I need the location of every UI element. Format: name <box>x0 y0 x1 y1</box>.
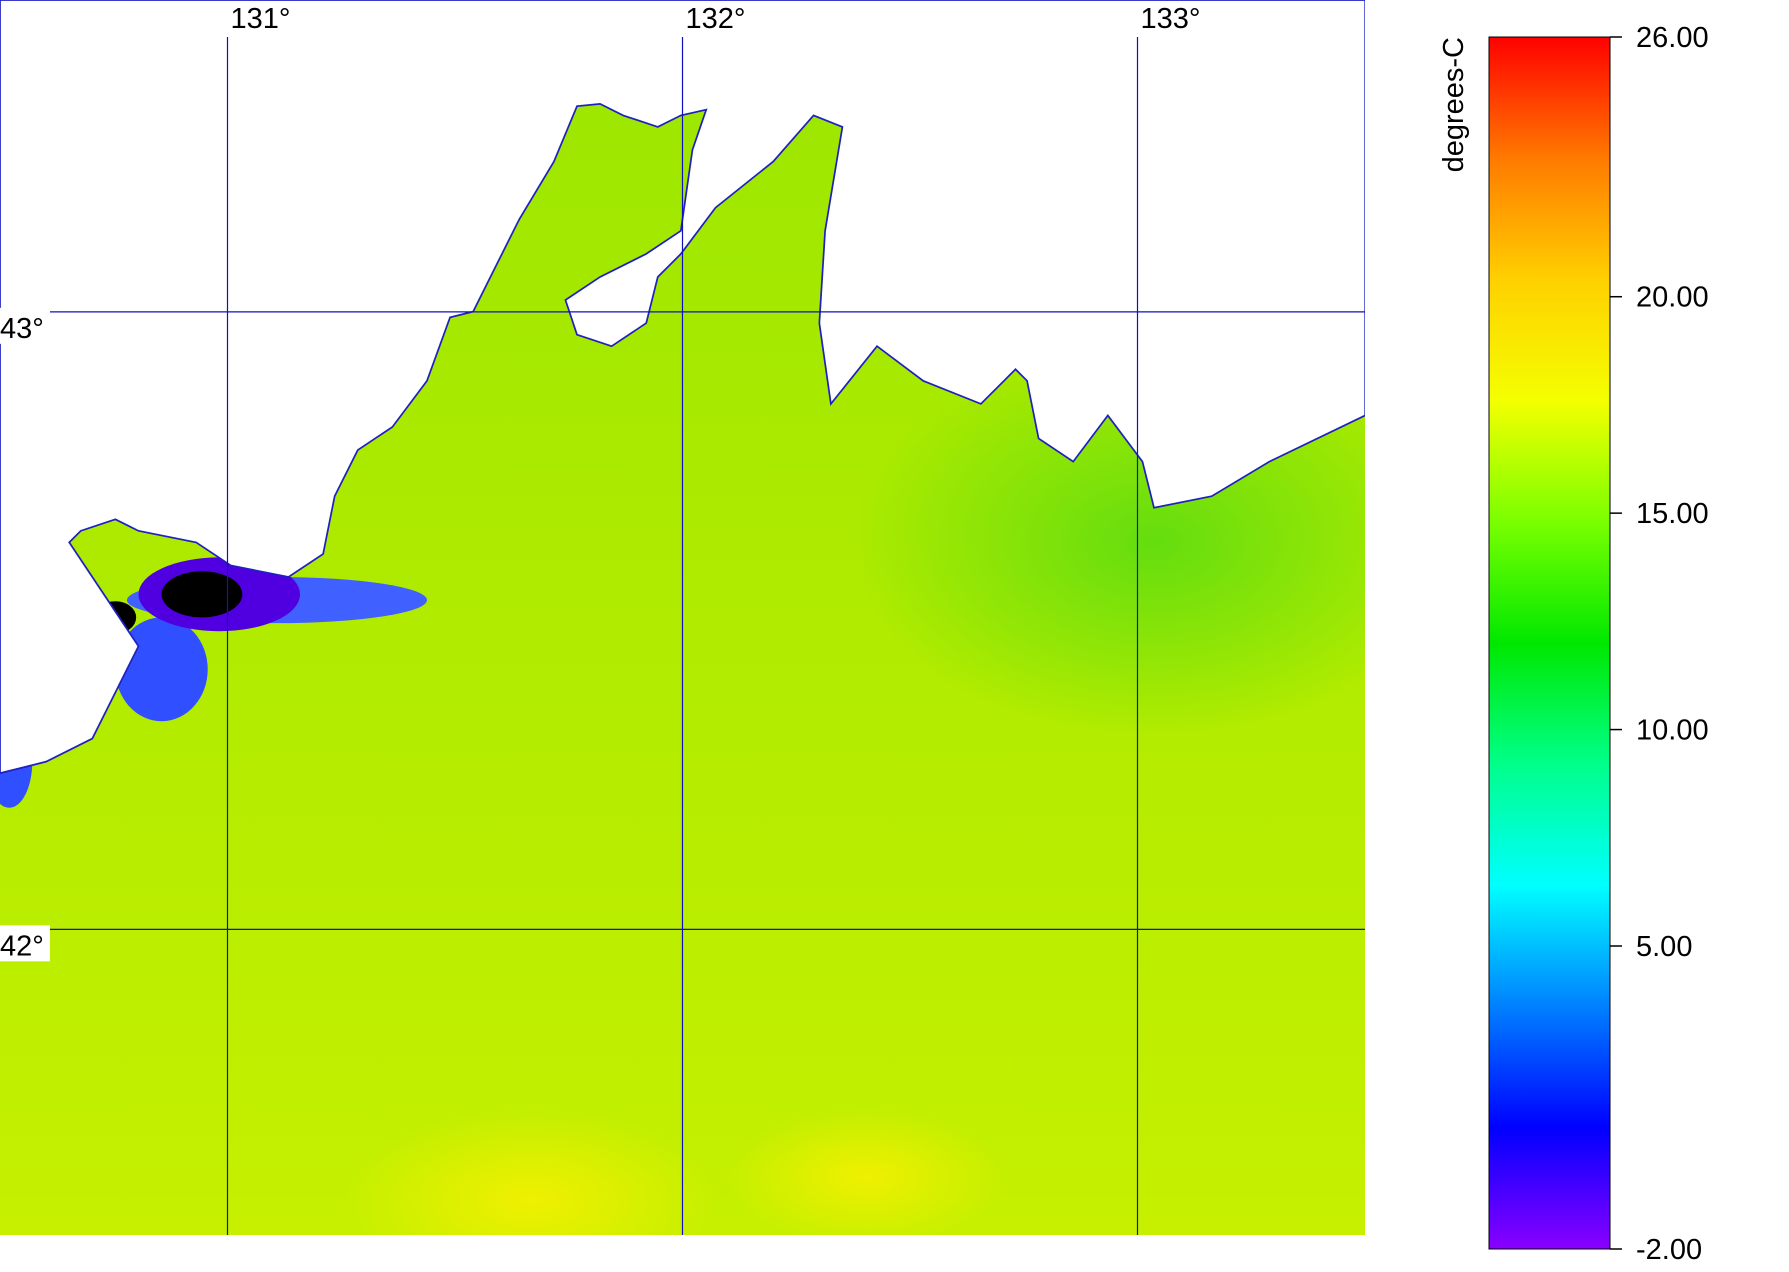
colorbar-ticks: 26.00 20.00 15.00 10.00 5.00 -2.00 <box>1610 22 1709 1266</box>
colorbar-tick-label: 5.00 <box>1636 931 1692 963</box>
cold-patch <box>115 617 208 722</box>
lat-label-bg <box>0 307 50 344</box>
colorbar-tick-label: 20.00 <box>1636 282 1709 314</box>
sst-map <box>0 0 1365 1235</box>
lon-label: 133° <box>1141 3 1201 35</box>
colorbar-tick-label: 15.00 <box>1636 498 1709 530</box>
colorbar-tick-label: 26.00 <box>1636 22 1709 54</box>
lon-label: 132° <box>686 3 746 35</box>
colorbar <box>1488 36 1611 1250</box>
cold-core <box>161 571 243 618</box>
colorbar-tick-label: -2.00 <box>1636 1234 1702 1266</box>
land <box>0 0 1365 775</box>
lat-label: 43° <box>0 313 44 345</box>
colorbar-label: degrees-C <box>1438 37 1470 172</box>
lat-label: 42° <box>0 930 44 962</box>
graticule: 131° 132° 133° 43° 42° <box>0 3 1365 1235</box>
warm-area <box>346 1107 716 1235</box>
lat-label-bg <box>0 925 50 962</box>
colorbar-tick-label: 10.00 <box>1636 715 1709 747</box>
map-features <box>0 0 1365 1235</box>
warm-area <box>727 1107 1004 1235</box>
lon-label: 131° <box>231 3 291 35</box>
